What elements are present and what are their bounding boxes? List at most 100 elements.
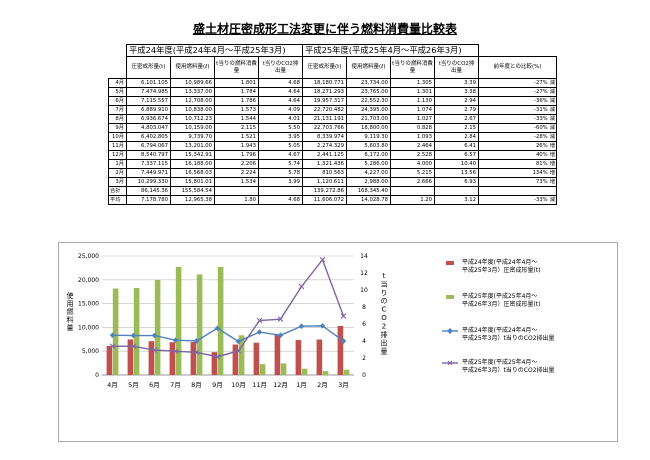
y2-tick-label: 10 — [360, 287, 368, 294]
cell-b-per — [390, 186, 436, 196]
cell-a-vol: 6,936.674 — [126, 114, 171, 124]
cell-comparison: 26% 増 — [478, 141, 558, 151]
cell-a-per — [214, 186, 259, 196]
cell-b-co2: 2.67 — [434, 114, 480, 124]
co2-h25-point — [319, 256, 326, 263]
cell-b-per: 2.464 — [390, 141, 436, 151]
bar-h25 — [322, 371, 329, 375]
co2-h25-point — [256, 317, 263, 324]
row-label: 3月 — [108, 177, 127, 187]
comparison-direction: 増 — [549, 179, 556, 185]
cell-b-per: 2.528 — [390, 150, 436, 160]
cell-a-vol: 10,299.330 — [126, 177, 171, 187]
period-b-header: 平成25年度(平成25年4月～平成26年3月) — [302, 44, 480, 57]
comparison-direction: 増 — [549, 170, 556, 176]
y2-tick-label: 8 — [362, 304, 366, 311]
cell-comparison: -36% 減 — [478, 96, 558, 106]
co2-h24-point — [214, 325, 221, 332]
y2-tick-label: 14 — [360, 253, 368, 260]
comparison-direction: 減 — [549, 80, 556, 86]
cell-b-vol: 2,274.329 — [302, 141, 348, 151]
page-title: 盛土材圧密成形工法変更に伴う燃料消費量比較表 — [192, 22, 457, 36]
row-label: 合計 — [108, 186, 127, 196]
co2-h25-point — [172, 348, 179, 355]
bar-h24 — [211, 352, 218, 375]
cell-b-co2 — [434, 186, 480, 196]
row-label: 7月 — [108, 105, 127, 115]
comparison-percent: -60% — [534, 125, 548, 131]
comparison-direction: 減 — [549, 107, 556, 113]
bar-h25 — [280, 363, 287, 375]
cell-b-fuel: 5,286.00 — [346, 159, 392, 169]
co2-h25-point — [235, 348, 242, 354]
co2-h24-point — [172, 337, 179, 344]
legend-label: 平成25年度(平成25年4月～平成26年3月）圧密成形量(t) — [462, 292, 541, 308]
cell-b-fuel: 21,703.00 — [346, 114, 392, 124]
table-row: 6月 7,115.557 12,708.00 1.786 4.64 19,957.317 2… — [108, 96, 558, 106]
y-tick-label: 15,000 — [78, 301, 99, 308]
comparison-direction: 減 — [549, 116, 556, 122]
bar-h25 — [154, 280, 161, 375]
cell-b-fuel: 14,028.78 — [346, 195, 392, 205]
cell-a-co2 — [257, 186, 304, 196]
cell-a-per: 1.801 — [214, 78, 259, 88]
comparison-percent: -33% — [534, 197, 548, 203]
row-label: 11月 — [108, 141, 127, 151]
cell-b-fuel: 23,765.00 — [346, 87, 392, 97]
cell-a-per: 1.544 — [214, 114, 259, 124]
cell-comparison: 40% 増 — [478, 150, 558, 160]
y2-tick-label: 0 — [362, 372, 366, 379]
column-header: t当りの燃料消費量 — [214, 56, 259, 79]
cell-a-vol: 6,794.067 — [126, 141, 171, 151]
comparison-percent: 81% — [535, 161, 548, 167]
cell-a-fuel: 155,584.54 — [170, 186, 215, 196]
cell-a-vol: 7,449.971 — [126, 168, 171, 178]
x-tick-label: 2月 — [317, 381, 328, 389]
x-tick-label: 6月 — [149, 381, 160, 389]
comparison-percent: 73% — [535, 179, 548, 185]
cell-b-vol: 19,957.317 — [302, 96, 348, 106]
cell-a-per: 1.521 — [214, 132, 259, 142]
cell-a-co2: 4.01 — [257, 114, 304, 124]
co2-h24-point — [109, 332, 116, 339]
x-tick-label: 10月 — [231, 381, 246, 389]
comparison-direction: 増 — [549, 143, 556, 149]
cell-a-vol: 6,402.805 — [126, 132, 171, 142]
cell-a-vol: 7,337.115 — [126, 159, 171, 169]
cell-a-per: 1.943 — [214, 141, 259, 151]
column-header: 圧密成形量(t) — [126, 56, 171, 79]
co2-h24-point — [319, 323, 326, 329]
cell-comparison: -33% 減 — [478, 195, 558, 205]
row-label: 5月 — [108, 87, 127, 97]
x-tick-label: 8月 — [191, 381, 202, 389]
y-axis-label-char: 燃 — [67, 307, 74, 316]
table-row: 10月 6,402.805 9,739.70 1.521 3.95 8,339.974 9,… — [108, 132, 558, 142]
cell-b-per: 1.301 — [390, 87, 436, 97]
table-row: 8月 6,936.674 10,712.23 1.544 4.01 21,131.191 2… — [108, 114, 558, 124]
table-row: 5月 7,474.985 13,337.00 1.784 4.64 18,271.293 2… — [108, 87, 558, 97]
blank-cell — [479, 45, 557, 57]
cell-b-fuel: 22,552.30 — [346, 96, 392, 106]
x-tick-label: 12月 — [273, 381, 288, 389]
column-header: 使用燃料量(ℓ) — [170, 56, 215, 79]
cell-a-vol: 7,474.985 — [126, 87, 171, 97]
comparison-direction — [553, 188, 555, 194]
y2-axis-label-char: 2 — [382, 322, 386, 330]
bar-h25 — [301, 368, 308, 375]
cell-b-per: 5.215 — [390, 168, 436, 178]
table-row: 平均 7,178.780 12,965.38 1.80 4.68 11,606.072 14… — [108, 195, 558, 205]
y2-axis-label-char: t — [383, 272, 386, 280]
cell-b-per: 2.666 — [390, 177, 436, 187]
bar-h24 — [316, 339, 323, 375]
cell-a-co2: 5.50 — [257, 123, 304, 133]
cell-b-fuel: 5,603.80 — [346, 141, 392, 151]
column-header: t当りのCO2排出量 — [257, 56, 304, 79]
comparison-percent: -31% — [534, 107, 548, 113]
table-row: 1月 7,337.115 16,188.00 2.206 5.74 1,321.436 5,… — [108, 159, 558, 169]
bar-h24 — [148, 341, 155, 375]
y2-axis-label-char: C — [382, 306, 387, 314]
y-tick-label: 0 — [95, 372, 99, 379]
cell-b-vol: 22,703.766 — [302, 123, 348, 133]
bar-h24 — [295, 340, 302, 375]
bar-h24 — [232, 344, 239, 375]
